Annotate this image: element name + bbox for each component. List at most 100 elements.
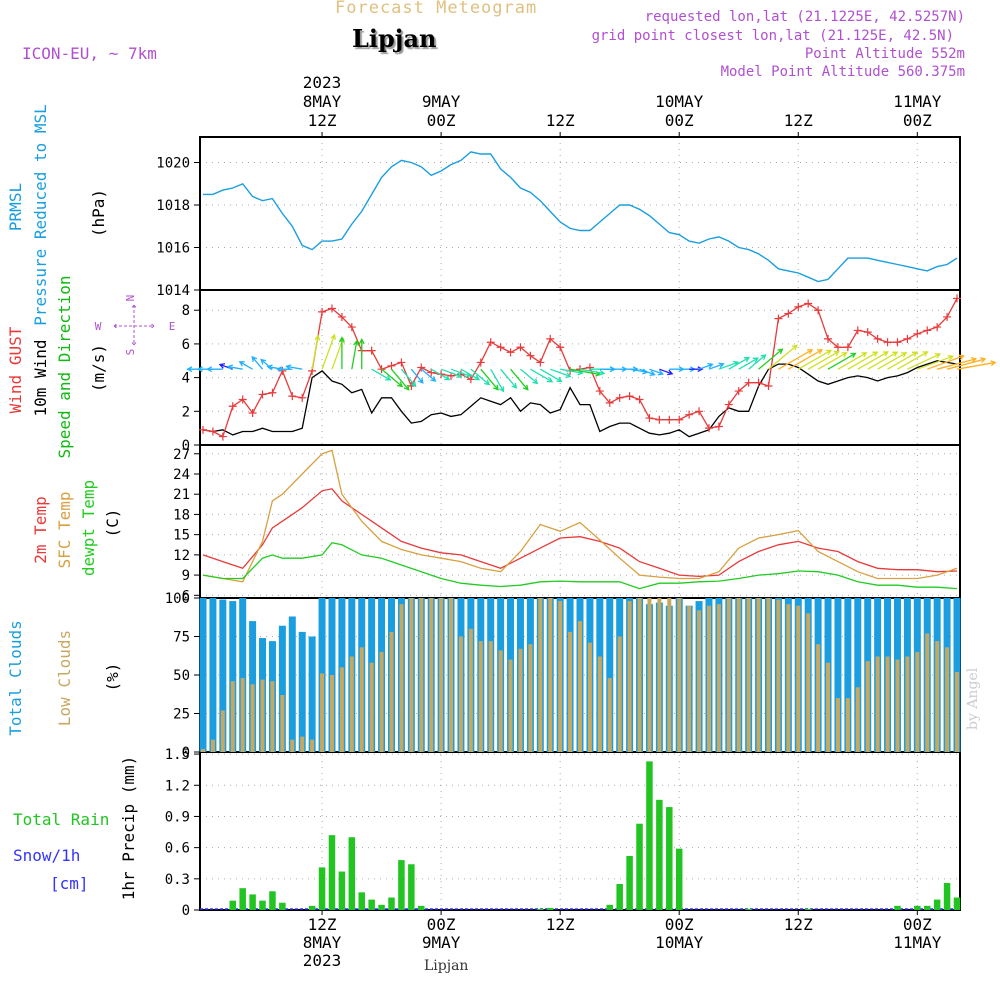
wind-arrow	[778, 349, 814, 370]
wind-arrow	[788, 349, 824, 370]
gust-marker	[774, 314, 783, 323]
low-cloud-bar	[756, 598, 761, 752]
low-cloud-bar	[439, 598, 444, 752]
low-cloud-bar	[687, 605, 692, 752]
low-cloud-bar	[419, 598, 424, 752]
low-cloud-bar	[895, 659, 900, 752]
low-cloud-bar	[558, 601, 563, 752]
rain-bar	[675, 848, 683, 910]
low-cloud-bar	[449, 598, 454, 752]
gust-marker	[704, 424, 713, 433]
low-cloud-bar	[409, 598, 414, 752]
time-label-bottom: 8MAY	[303, 933, 342, 952]
wind-arrow	[946, 357, 987, 370]
time-label-top: 11MAY	[893, 92, 942, 111]
rain-bar	[666, 807, 673, 910]
low-cloud-bar	[657, 598, 662, 752]
low-cloud-bar	[905, 656, 910, 752]
time-label-bottom: 10MAY	[655, 933, 704, 952]
low-cloud-bar	[528, 644, 533, 752]
wind-arrow	[510, 368, 529, 391]
gust-marker	[615, 393, 624, 402]
low-cloud-bar	[538, 598, 543, 752]
low-cloud-bar	[627, 601, 632, 752]
gust-marker	[466, 375, 475, 384]
label-prmsl: PRMSL	[6, 183, 25, 231]
wind-arrow	[311, 334, 321, 370]
gust-marker	[824, 334, 833, 343]
rain-bar	[914, 905, 921, 910]
time-label-bottom: 9MAY	[422, 933, 461, 952]
time-label-bottom: 12Z	[308, 915, 337, 934]
y-tick-label: 27	[173, 447, 190, 463]
panel-frame-pressure	[199, 136, 961, 291]
wind-arrow	[857, 351, 889, 370]
wind-arrow	[807, 350, 840, 370]
total-cloud-bar	[219, 599, 227, 752]
wind-arrow	[440, 368, 463, 378]
label-wind-gust: Wind GUST	[6, 326, 25, 413]
wind-arrow	[206, 366, 223, 373]
wind-arrow	[251, 355, 264, 370]
gust-marker	[238, 395, 247, 404]
gust-marker	[367, 346, 376, 355]
wind-arrow	[381, 368, 404, 388]
low-cloud-bar	[310, 739, 315, 752]
wind-arrow	[371, 368, 392, 381]
low-cloud-bar	[300, 736, 305, 752]
rain-bar	[358, 892, 365, 910]
low-cloud-bar	[498, 650, 503, 752]
compass-n: N	[124, 295, 137, 302]
panel-frames	[199, 136, 961, 911]
gust-marker	[804, 299, 813, 308]
wind-arrow	[579, 368, 606, 376]
gust-marker	[625, 392, 634, 401]
y-tick-label: 15	[173, 528, 190, 544]
label-pressure-msl: Pressure Reduced to MSL	[31, 104, 50, 326]
rain-bar	[923, 905, 931, 910]
total-cloud-bar	[209, 598, 217, 752]
wind-arrow	[238, 361, 253, 370]
gust-marker	[635, 395, 644, 404]
total-cloud-bar	[606, 598, 614, 752]
low-cloud-bar	[875, 656, 880, 752]
rain-bar	[308, 905, 316, 910]
gust-marker	[923, 326, 932, 335]
credit-watermark: by Angel	[965, 667, 981, 730]
rain-bar	[348, 837, 356, 910]
wind-arrow	[338, 336, 345, 370]
gust-marker	[208, 427, 217, 436]
gust-marker	[258, 390, 267, 399]
rain-bar	[933, 899, 941, 910]
low-cloud-bar	[736, 598, 741, 752]
wind-arrow	[847, 351, 879, 370]
wind-arrow	[827, 352, 857, 370]
gust-marker	[833, 343, 842, 352]
rain-bar	[546, 907, 554, 910]
y-tick-label: 100	[165, 591, 190, 607]
total-cloud-bar	[834, 598, 842, 752]
time-label-top: 12Z	[308, 111, 337, 130]
total-cloud-bar	[298, 631, 306, 752]
low-cloud-bar	[369, 662, 374, 752]
footer-location: Lipjan	[424, 958, 469, 974]
total-cloud-bar	[229, 601, 237, 752]
y-tick-label: 6	[182, 337, 190, 353]
label-snow-unit: [cm]	[50, 874, 89, 893]
rain-bar	[616, 884, 623, 910]
y-tick-label: 0	[182, 438, 190, 454]
gust-marker	[248, 408, 257, 417]
gust-marker	[695, 407, 704, 416]
time-label-bottom: 00Z	[427, 915, 456, 934]
low-cloud-bar	[716, 604, 721, 752]
gust-marker	[714, 422, 723, 431]
wind-arrow	[797, 349, 833, 370]
time-label-top: 9MAY	[422, 92, 461, 111]
total-cloud-bar	[844, 598, 852, 752]
wind-arrow	[867, 351, 899, 370]
requested-coords: requested lon,lat (21.1225E, 42.5257N)	[644, 9, 965, 25]
clouds-panel	[199, 598, 961, 752]
wind-arrow	[887, 351, 919, 370]
rain-bar	[537, 908, 544, 910]
